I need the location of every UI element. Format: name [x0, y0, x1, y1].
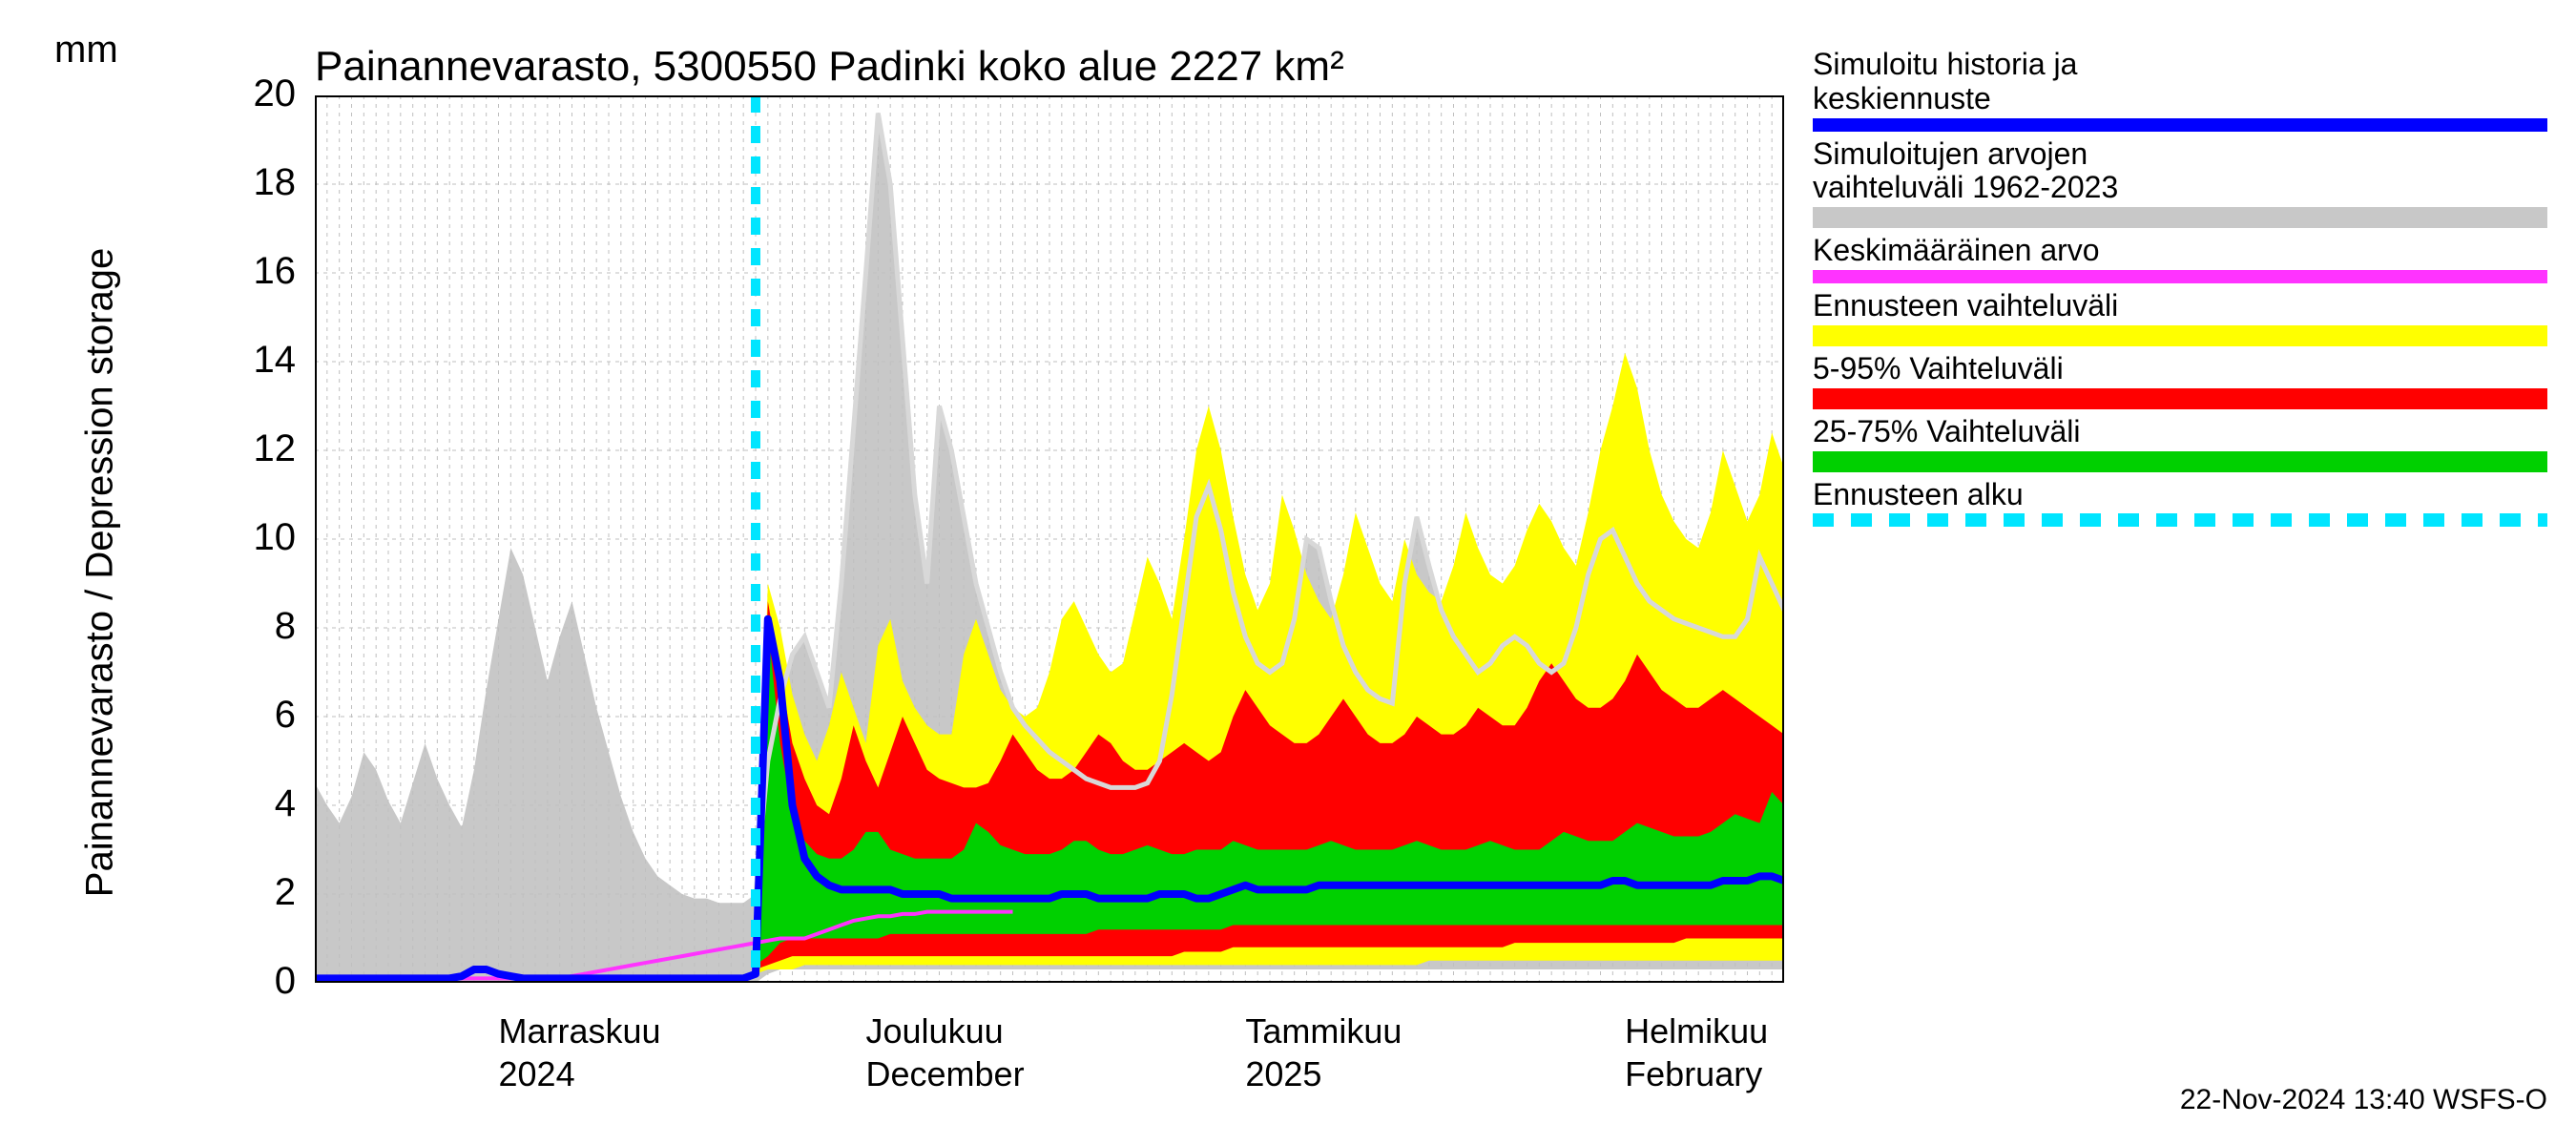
legend-swatch	[1813, 207, 2547, 228]
x-tick-sublabel: 2025	[1245, 1054, 1321, 1094]
y-tick-label: 18	[219, 161, 296, 204]
y-tick-label: 16	[219, 250, 296, 293]
legend-item: 5-95% Vaihteluväli	[1813, 352, 2547, 409]
legend: Simuloitu historia ja keskiennuste Simulo…	[1813, 48, 2547, 532]
legend-swatch	[1813, 270, 2547, 283]
x-tick-label: Helmikuu	[1625, 1011, 1768, 1051]
legend-label: Ennusteen alku	[1813, 478, 2547, 512]
legend-swatch	[1813, 325, 2547, 346]
legend-label: Simuloitujen arvojen vaihteluväli 1962-2…	[1813, 137, 2547, 206]
y-tick-label: 14	[219, 339, 296, 382]
y-tick-label: 6	[219, 694, 296, 737]
x-tick-label: Joulukuu	[866, 1011, 1004, 1051]
chart-container: mm Painannevarasto, 5300550 Padinki koko…	[0, 0, 2576, 1145]
legend-item: Ennusteen vaihteluväli	[1813, 289, 2547, 346]
legend-item: Ennusteen alku	[1813, 478, 2547, 528]
y-tick-label: 10	[219, 516, 296, 559]
legend-item: 25-75% Vaihteluväli	[1813, 415, 2547, 472]
legend-label: Simuloitu historia ja keskiennuste	[1813, 48, 2547, 116]
y-axis-label: Painannevarasto / Depression storage	[79, 248, 122, 897]
legend-swatch	[1813, 118, 2547, 132]
x-tick-sublabel: 2024	[499, 1054, 575, 1094]
legend-swatch	[1813, 513, 2547, 527]
plot-svg	[315, 95, 1784, 983]
y-tick-label: 4	[219, 782, 296, 825]
y-tick-label: 20	[219, 73, 296, 115]
legend-swatch	[1813, 388, 2547, 409]
legend-label: Keskimääräinen arvo	[1813, 234, 2547, 268]
x-tick-sublabel: February	[1625, 1054, 1762, 1094]
plot-area	[315, 95, 1784, 983]
legend-item: Simuloitujen arvojen vaihteluväli 1962-2…	[1813, 137, 2547, 229]
y-tick-label: 12	[219, 427, 296, 470]
legend-label: 5-95% Vaihteluväli	[1813, 352, 2547, 386]
x-tick-label: Tammikuu	[1245, 1011, 1402, 1051]
y-tick-label: 2	[219, 871, 296, 914]
y-tick-label: 8	[219, 605, 296, 648]
x-tick-label: Marraskuu	[499, 1011, 661, 1051]
y-unit: mm	[54, 29, 118, 72]
legend-label: Ennusteen vaihteluväli	[1813, 289, 2547, 323]
y-tick-label: 0	[219, 960, 296, 1003]
chart-title: Painannevarasto, 5300550 Padinki koko al…	[315, 43, 1344, 91]
footer-timestamp: 22-Nov-2024 13:40 WSFS-O	[2180, 1084, 2547, 1116]
x-tick-sublabel: December	[866, 1054, 1025, 1094]
legend-item: Keskimääräinen arvo	[1813, 234, 2547, 283]
legend-swatch	[1813, 451, 2547, 472]
legend-item: Simuloitu historia ja keskiennuste	[1813, 48, 2547, 132]
legend-label: 25-75% Vaihteluväli	[1813, 415, 2547, 449]
